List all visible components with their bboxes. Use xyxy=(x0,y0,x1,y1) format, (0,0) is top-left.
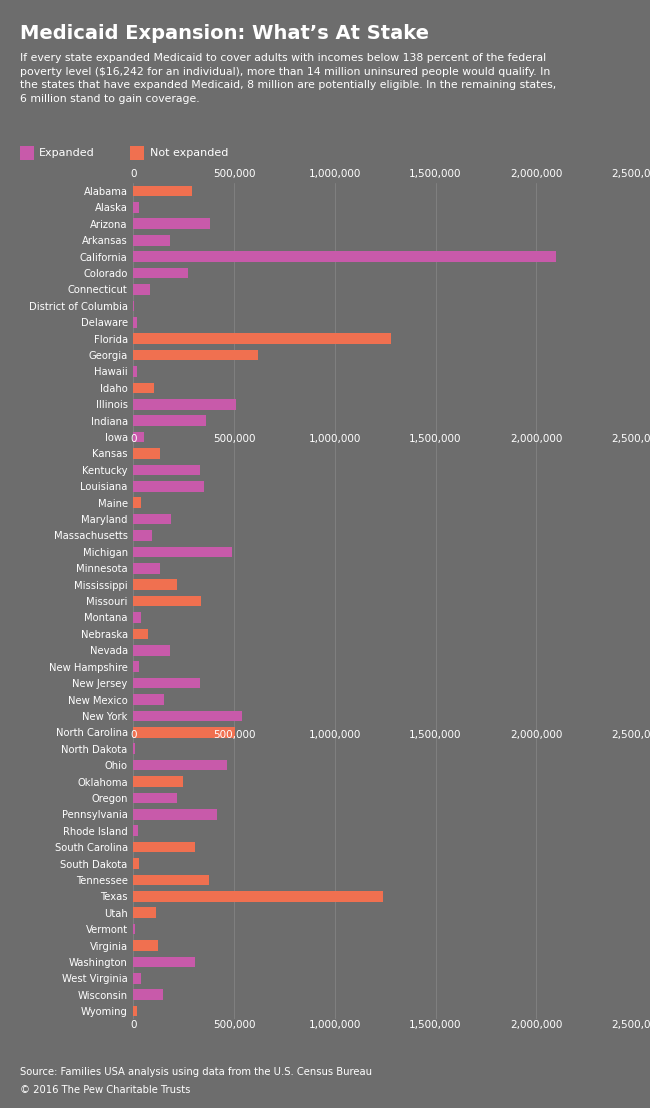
Text: Not expanded: Not expanded xyxy=(150,147,228,158)
Bar xyxy=(133,661,139,673)
Bar xyxy=(133,399,236,410)
Text: 1,000,000: 1,000,000 xyxy=(309,1020,361,1030)
Bar xyxy=(133,530,152,541)
Text: 500,000: 500,000 xyxy=(213,1020,255,1030)
Bar xyxy=(133,891,383,902)
Bar xyxy=(133,432,144,442)
Bar xyxy=(133,448,161,459)
Text: 1,000,000: 1,000,000 xyxy=(309,434,361,444)
Text: 2,500,000: 2,500,000 xyxy=(611,1020,650,1030)
Bar xyxy=(133,596,201,606)
Text: 2,000,000: 2,000,000 xyxy=(510,434,562,444)
Bar xyxy=(133,907,157,919)
Bar xyxy=(133,350,258,360)
Bar xyxy=(133,317,137,328)
Text: Expanded: Expanded xyxy=(39,147,95,158)
Text: Source: Families USA analysis using data from the U.S. Census Bureau: Source: Families USA analysis using data… xyxy=(20,1067,372,1077)
Bar xyxy=(133,842,195,852)
Bar xyxy=(133,956,195,967)
Bar xyxy=(133,382,155,393)
Bar xyxy=(133,924,135,934)
Bar xyxy=(133,645,170,656)
Bar xyxy=(133,859,139,869)
Bar xyxy=(133,416,206,425)
Bar xyxy=(133,777,183,787)
Bar xyxy=(133,941,159,951)
Text: If every state expanded Medicaid to cover adults with incomes below 138 percent : If every state expanded Medicaid to cove… xyxy=(20,53,556,104)
Bar xyxy=(133,628,148,639)
Bar xyxy=(133,284,150,295)
Bar xyxy=(133,809,217,820)
Text: 0: 0 xyxy=(130,434,136,444)
Bar xyxy=(133,727,235,738)
Text: 1,500,000: 1,500,000 xyxy=(410,730,462,740)
Bar xyxy=(133,202,139,213)
Text: 1,000,000: 1,000,000 xyxy=(309,730,361,740)
Bar xyxy=(133,300,135,311)
Bar xyxy=(133,695,164,705)
Bar xyxy=(133,743,135,755)
Bar xyxy=(133,497,141,507)
Bar xyxy=(133,792,177,803)
Bar xyxy=(133,973,141,984)
Bar xyxy=(133,760,227,770)
Bar xyxy=(133,252,556,261)
Text: © 2016 The Pew Charitable Trusts: © 2016 The Pew Charitable Trusts xyxy=(20,1085,190,1095)
Bar xyxy=(133,268,188,278)
Text: 2,000,000: 2,000,000 xyxy=(510,730,562,740)
Bar xyxy=(133,579,177,591)
Bar xyxy=(133,563,161,574)
Text: 0: 0 xyxy=(130,730,136,740)
Bar xyxy=(133,825,138,837)
Bar xyxy=(133,874,209,885)
Text: 0: 0 xyxy=(130,1020,136,1030)
Text: Medicaid Expansion: What’s At Stake: Medicaid Expansion: What’s At Stake xyxy=(20,24,428,43)
Text: 500,000: 500,000 xyxy=(213,434,255,444)
Bar xyxy=(133,710,242,721)
Bar xyxy=(133,546,232,557)
Bar xyxy=(133,989,163,1001)
Text: 2,500,000: 2,500,000 xyxy=(611,730,650,740)
Bar xyxy=(133,514,170,524)
Bar xyxy=(133,464,200,475)
Bar xyxy=(133,186,192,196)
Text: 2,500,000: 2,500,000 xyxy=(611,434,650,444)
Bar xyxy=(133,218,210,229)
Bar xyxy=(133,1006,137,1016)
Text: 2,000,000: 2,000,000 xyxy=(510,1020,562,1030)
Bar xyxy=(133,366,137,377)
Text: 1,500,000: 1,500,000 xyxy=(410,1020,462,1030)
Bar xyxy=(133,678,200,688)
Bar xyxy=(133,612,141,623)
Text: 500,000: 500,000 xyxy=(213,730,255,740)
Text: 1,500,000: 1,500,000 xyxy=(410,434,462,444)
Bar xyxy=(133,334,391,343)
Bar xyxy=(133,235,170,246)
Bar xyxy=(133,481,203,492)
